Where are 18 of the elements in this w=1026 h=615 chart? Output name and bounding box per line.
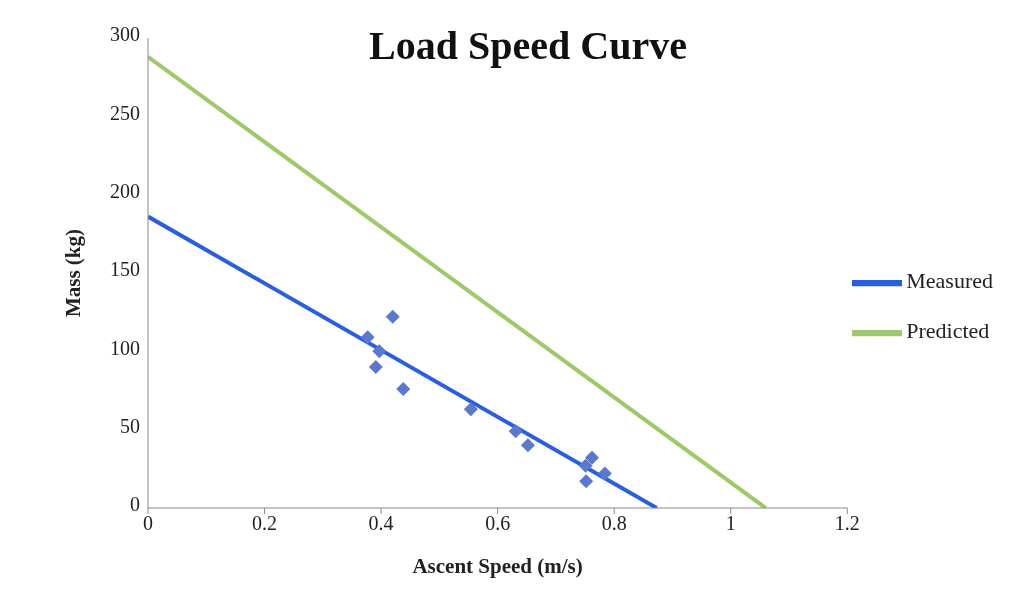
x-axis-title: Ascent Speed (m/s) bbox=[412, 554, 583, 578]
y-tick-label: 150 bbox=[110, 258, 140, 281]
y-tick-label: 200 bbox=[110, 179, 140, 202]
y-tick-label: 100 bbox=[110, 336, 140, 359]
legend-label: Predicted bbox=[906, 318, 990, 344]
x-tick-label: 0.2 bbox=[252, 512, 278, 535]
x-tick-label: 0.4 bbox=[368, 512, 394, 535]
legend-label: Measured bbox=[906, 268, 993, 294]
y-tick-label: 250 bbox=[110, 101, 140, 124]
x-tick-label: 0.6 bbox=[485, 512, 511, 535]
y-tick-label: 50 bbox=[120, 414, 140, 437]
y-tick-label: 300 bbox=[110, 23, 140, 46]
x-tick-label: 1.2 bbox=[834, 512, 860, 535]
x-tick-label: 0.8 bbox=[601, 512, 627, 535]
y-axis-title: Mass (kg) bbox=[61, 228, 86, 318]
chart-title: Load Speed Curve bbox=[368, 22, 688, 69]
y-tick-label: 0 bbox=[130, 493, 140, 516]
x-tick-label: 1 bbox=[725, 512, 736, 535]
